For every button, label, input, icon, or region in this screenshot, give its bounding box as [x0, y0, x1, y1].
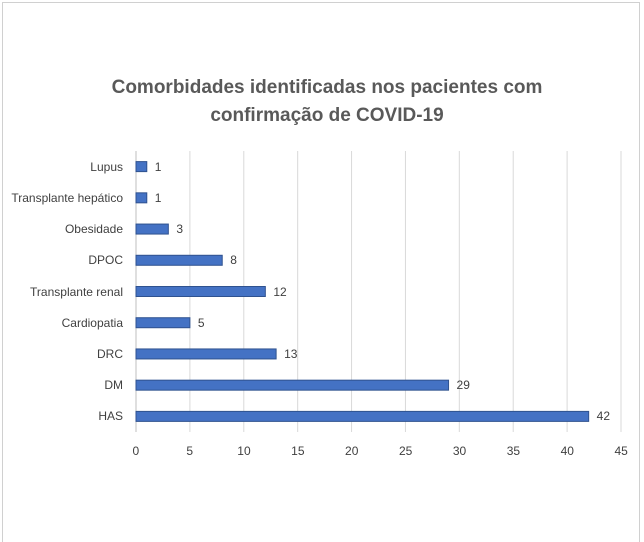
x-tick-label: 15: [291, 444, 305, 458]
bar: [135, 317, 191, 329]
bar: [135, 223, 169, 235]
chart-title: Comorbidades identificadas nos pacientes…: [111, 77, 543, 126]
x-tick-label: 10: [237, 444, 251, 458]
data-label: 1: [154, 190, 162, 205]
bar: [135, 192, 148, 204]
x-tick-label: 0: [132, 444, 140, 458]
x-tick-label: 20: [345, 444, 359, 458]
bar: [135, 286, 266, 297]
bar: [135, 348, 277, 360]
y-tick-label: Transplante renal: [30, 284, 123, 299]
data-label: 29: [456, 378, 470, 393]
y-tick-label: DM: [104, 378, 123, 393]
y-tick-label: Transplante hepático: [11, 190, 123, 205]
x-tick-label: 40: [560, 444, 574, 458]
bar: [135, 254, 223, 266]
data-label: 3: [176, 222, 184, 237]
y-tick-label: DPOC: [88, 253, 123, 268]
x-tick-label: 5: [186, 444, 194, 458]
data-label: 12: [273, 284, 287, 299]
x-tick-label: 30: [452, 444, 467, 458]
y-tick-label: Obesidade: [64, 222, 123, 237]
y-tick-label: DRC: [97, 346, 123, 361]
data-label: 8: [230, 253, 237, 268]
y-tick-label: HAS: [98, 409, 123, 424]
y-tick-label: Cardiopatia: [61, 315, 123, 330]
data-label: 13: [284, 346, 298, 361]
x-tick-label: 45: [614, 444, 628, 458]
bar: [135, 410, 590, 422]
data-label: 1: [154, 159, 162, 174]
x-tick-label: 25: [398, 444, 413, 458]
x-tick-label: 35: [506, 444, 521, 458]
bar: [135, 161, 148, 173]
bar: [135, 379, 450, 391]
y-tick-label: Lupus: [90, 159, 123, 174]
data-label: 5: [197, 315, 205, 330]
data-label: 42: [596, 409, 611, 424]
